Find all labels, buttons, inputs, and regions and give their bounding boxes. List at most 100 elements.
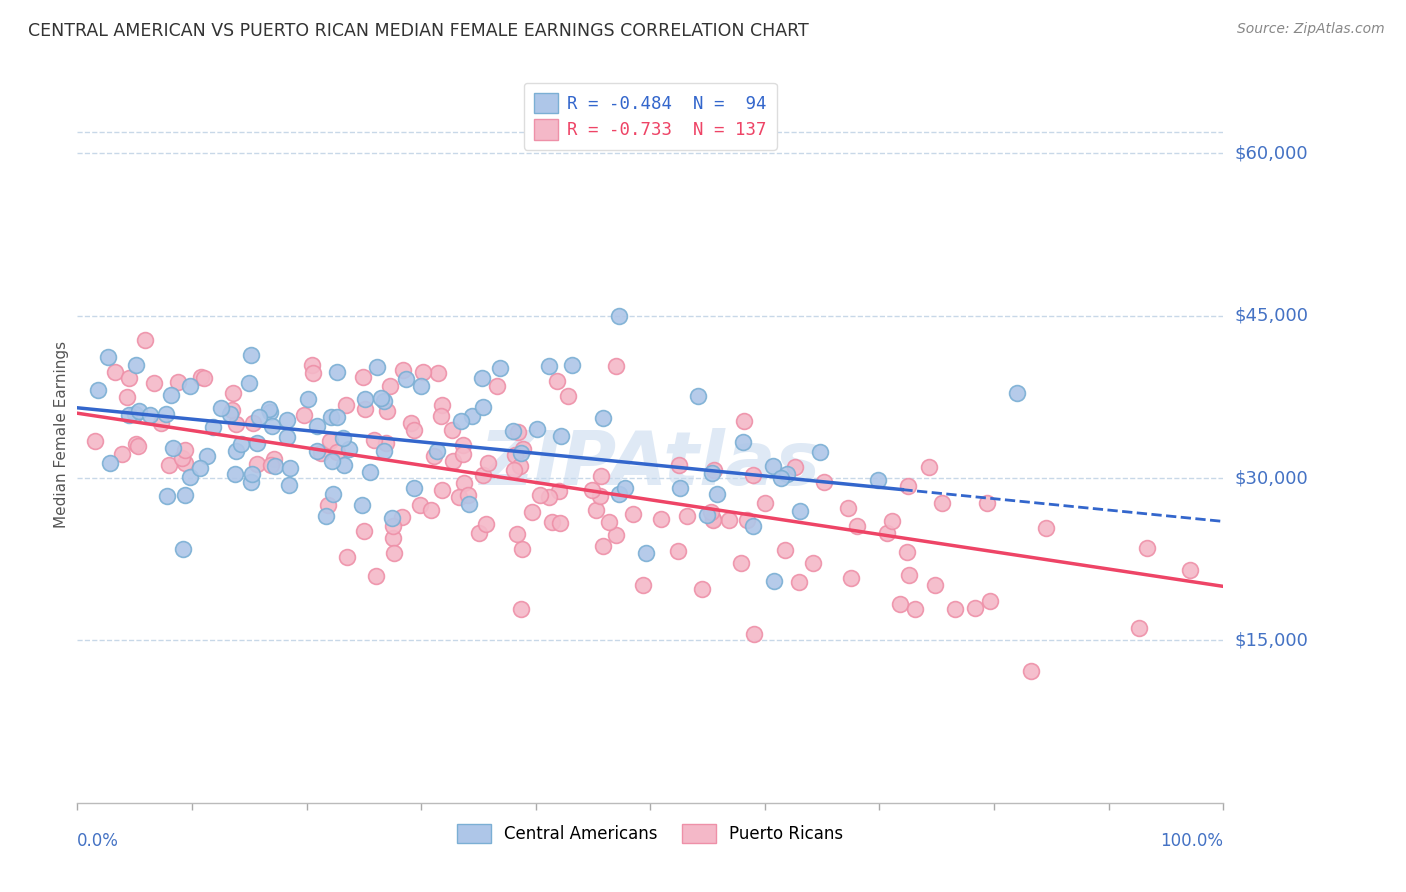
- Point: [471, 371, 494, 385]
- Point: [441, 454, 464, 468]
- Point: [669, 481, 692, 495]
- Point: [172, 541, 194, 556]
- Point: [373, 444, 395, 458]
- Point: [706, 487, 728, 501]
- Point: [430, 409, 453, 424]
- Point: [87, 383, 110, 397]
- Point: [592, 539, 614, 553]
- Point: [395, 372, 418, 386]
- Point: [461, 409, 484, 423]
- Point: [432, 398, 454, 412]
- Point: [477, 456, 499, 470]
- Point: [318, 498, 340, 512]
- Point: [866, 473, 889, 487]
- Point: [546, 374, 568, 388]
- Point: [150, 417, 173, 431]
- Point: [742, 627, 765, 641]
- Point: [301, 359, 323, 373]
- Point: [326, 445, 349, 459]
- Point: [762, 458, 785, 473]
- Point: [399, 416, 422, 430]
- Point: [690, 582, 713, 597]
- Point: [717, 513, 740, 527]
- Point: [240, 348, 263, 362]
- Point: [696, 508, 718, 523]
- Point: [918, 459, 941, 474]
- Point: [520, 505, 543, 519]
- Point: [1128, 621, 1150, 635]
- Legend: Central Americans, Puerto Ricans: Central Americans, Puerto Ricans: [451, 817, 849, 850]
- Text: 0.0%: 0.0%: [77, 832, 120, 850]
- Text: $45,000: $45,000: [1234, 307, 1309, 325]
- Point: [350, 498, 373, 512]
- Point: [770, 471, 793, 485]
- Point: [702, 466, 724, 480]
- Point: [332, 431, 354, 445]
- Point: [240, 467, 263, 481]
- Point: [550, 429, 572, 443]
- Point: [529, 487, 551, 501]
- Point: [538, 490, 561, 504]
- Point: [457, 497, 479, 511]
- Point: [510, 446, 533, 460]
- Point: [246, 458, 269, 472]
- Point: [162, 441, 184, 455]
- Point: [510, 602, 533, 616]
- Text: CENTRAL AMERICAN VS PUERTO RICAN MEDIAN FEMALE EARNINGS CORRELATION CHART: CENTRAL AMERICAN VS PUERTO RICAN MEDIAN …: [28, 22, 808, 40]
- Point: [292, 408, 315, 422]
- Point: [302, 366, 325, 380]
- Point: [209, 401, 232, 415]
- Point: [453, 438, 475, 452]
- Point: [457, 488, 479, 502]
- Point: [676, 509, 699, 524]
- Point: [353, 370, 375, 384]
- Point: [392, 362, 415, 376]
- Point: [700, 505, 723, 519]
- Point: [259, 405, 281, 419]
- Point: [702, 511, 724, 525]
- Point: [326, 365, 349, 379]
- Point: [450, 415, 472, 429]
- Point: [471, 468, 494, 483]
- Point: [264, 458, 287, 473]
- Point: [589, 490, 612, 504]
- Point: [370, 391, 392, 405]
- Point: [239, 475, 262, 490]
- Point: [789, 504, 811, 518]
- Point: [195, 449, 218, 463]
- Point: [118, 408, 141, 422]
- Point: [134, 333, 156, 347]
- Point: [409, 498, 432, 512]
- Point: [876, 525, 898, 540]
- Point: [846, 519, 869, 533]
- Point: [453, 447, 475, 461]
- Point: [754, 496, 776, 510]
- Point: [115, 390, 138, 404]
- Point: [174, 456, 197, 470]
- Point: [409, 378, 432, 392]
- Point: [333, 458, 356, 473]
- Point: [188, 460, 211, 475]
- Point: [688, 390, 710, 404]
- Point: [733, 414, 755, 428]
- Point: [896, 545, 918, 559]
- Point: [125, 437, 148, 451]
- Point: [730, 556, 752, 570]
- Point: [381, 531, 404, 545]
- Point: [335, 398, 357, 412]
- Point: [475, 517, 498, 532]
- Point: [880, 514, 903, 528]
- Point: [159, 388, 181, 402]
- Point: [404, 482, 426, 496]
- Point: [547, 484, 569, 499]
- Point: [325, 410, 347, 425]
- Point: [538, 359, 561, 374]
- Point: [297, 392, 319, 406]
- Point: [179, 379, 201, 393]
- Point: [742, 468, 765, 483]
- Point: [318, 434, 340, 448]
- Y-axis label: Median Female Earnings: Median Female Earnings: [53, 342, 69, 528]
- Point: [179, 470, 201, 484]
- Point: [512, 442, 534, 456]
- Point: [124, 407, 146, 421]
